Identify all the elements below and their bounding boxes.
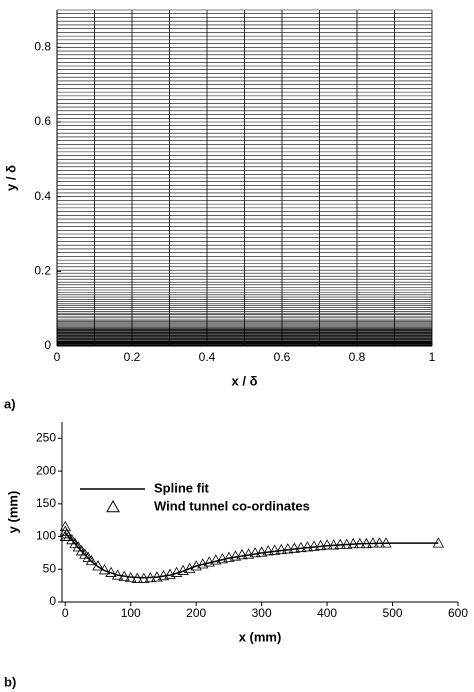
x-tick-label: 0.2 bbox=[124, 350, 141, 364]
y-tick-label: 0 bbox=[44, 338, 51, 352]
x-axis-label: x / δ bbox=[232, 373, 258, 388]
x-tick-label: 0 bbox=[62, 606, 69, 620]
triangle-marker bbox=[138, 572, 150, 583]
x-tick-label: 200 bbox=[186, 606, 206, 620]
y-tick-label: 100 bbox=[36, 529, 56, 543]
triangle-marker bbox=[118, 570, 130, 581]
y-tick-label: 150 bbox=[36, 496, 56, 510]
y-tick-label: 250 bbox=[36, 431, 56, 445]
triangle-marker bbox=[249, 547, 261, 558]
x-tick-label: 400 bbox=[317, 606, 337, 620]
legend-label: Spline fit bbox=[154, 480, 210, 495]
triangle-marker bbox=[295, 541, 307, 553]
triangle-marker bbox=[380, 537, 392, 548]
triangle-marker bbox=[327, 539, 340, 550]
triangle-marker bbox=[210, 554, 222, 565]
triangle-marker bbox=[60, 528, 73, 539]
triangle-marker bbox=[255, 546, 268, 557]
triangle-marker bbox=[144, 571, 157, 583]
y-tick-label: 0.4 bbox=[34, 189, 51, 203]
y-tick-label: 50 bbox=[43, 561, 57, 575]
x-tick-label: 0.6 bbox=[274, 350, 291, 364]
y-tick-label: 0.8 bbox=[34, 40, 51, 54]
y-tick-label: 0 bbox=[49, 594, 56, 608]
triangle-marker bbox=[92, 560, 104, 571]
y-tick-label: 0.2 bbox=[34, 264, 51, 278]
panel-label: a) bbox=[4, 396, 16, 411]
triangle-marker bbox=[347, 537, 359, 549]
legend-label: Wind tunnel co-ordinates bbox=[154, 498, 310, 513]
triangle-marker bbox=[301, 541, 314, 552]
x-tick-label: 500 bbox=[383, 606, 403, 620]
triangle-marker bbox=[223, 551, 235, 562]
triangle-marker bbox=[125, 571, 137, 583]
triangle-marker bbox=[354, 537, 366, 549]
triangle-marker bbox=[157, 569, 170, 581]
triangle-marker bbox=[269, 544, 281, 555]
triangle-marker bbox=[373, 537, 386, 548]
triangle-marker bbox=[360, 537, 373, 549]
triangle-marker bbox=[367, 537, 379, 548]
triangle-marker bbox=[98, 564, 111, 575]
triangle-marker bbox=[288, 542, 301, 553]
triangle-marker bbox=[216, 552, 229, 564]
triangle-marker bbox=[321, 539, 333, 550]
legend-marker bbox=[106, 499, 120, 513]
y-axis-label: y / δ bbox=[3, 165, 18, 191]
triangle-marker bbox=[151, 571, 163, 582]
triangle-marker bbox=[105, 566, 117, 577]
y-tick-label: 0.6 bbox=[34, 114, 51, 128]
x-tick-label: 100 bbox=[121, 606, 141, 620]
triangle-marker bbox=[334, 538, 346, 549]
x-tick-label: 300 bbox=[252, 606, 272, 620]
triangle-marker bbox=[341, 538, 353, 549]
triangle-marker bbox=[308, 540, 320, 551]
triangle-marker bbox=[242, 548, 255, 559]
triangle-marker bbox=[262, 545, 274, 556]
triangle-marker bbox=[111, 569, 124, 580]
x-tick-label: 0.8 bbox=[349, 350, 366, 364]
panel-label: b) bbox=[4, 674, 16, 689]
triangle-marker bbox=[85, 554, 98, 566]
triangle-marker bbox=[229, 550, 242, 561]
x-tick-label: 0.4 bbox=[199, 350, 216, 364]
triangle-marker bbox=[282, 543, 294, 554]
x-tick-label: 1 bbox=[429, 350, 436, 364]
y-axis-label: y (mm) bbox=[5, 491, 20, 534]
triangle-marker bbox=[236, 549, 248, 560]
triangle-marker bbox=[432, 537, 445, 548]
x-tick-label: 600 bbox=[448, 606, 468, 620]
y-tick-label: 200 bbox=[36, 463, 56, 477]
triangle-marker bbox=[314, 539, 327, 551]
x-tick-label: 0 bbox=[54, 350, 61, 364]
x-axis-label: x (mm) bbox=[239, 629, 282, 644]
triangle-marker bbox=[275, 543, 287, 555]
spline-line bbox=[64, 532, 439, 579]
triangle-marker bbox=[131, 572, 143, 583]
